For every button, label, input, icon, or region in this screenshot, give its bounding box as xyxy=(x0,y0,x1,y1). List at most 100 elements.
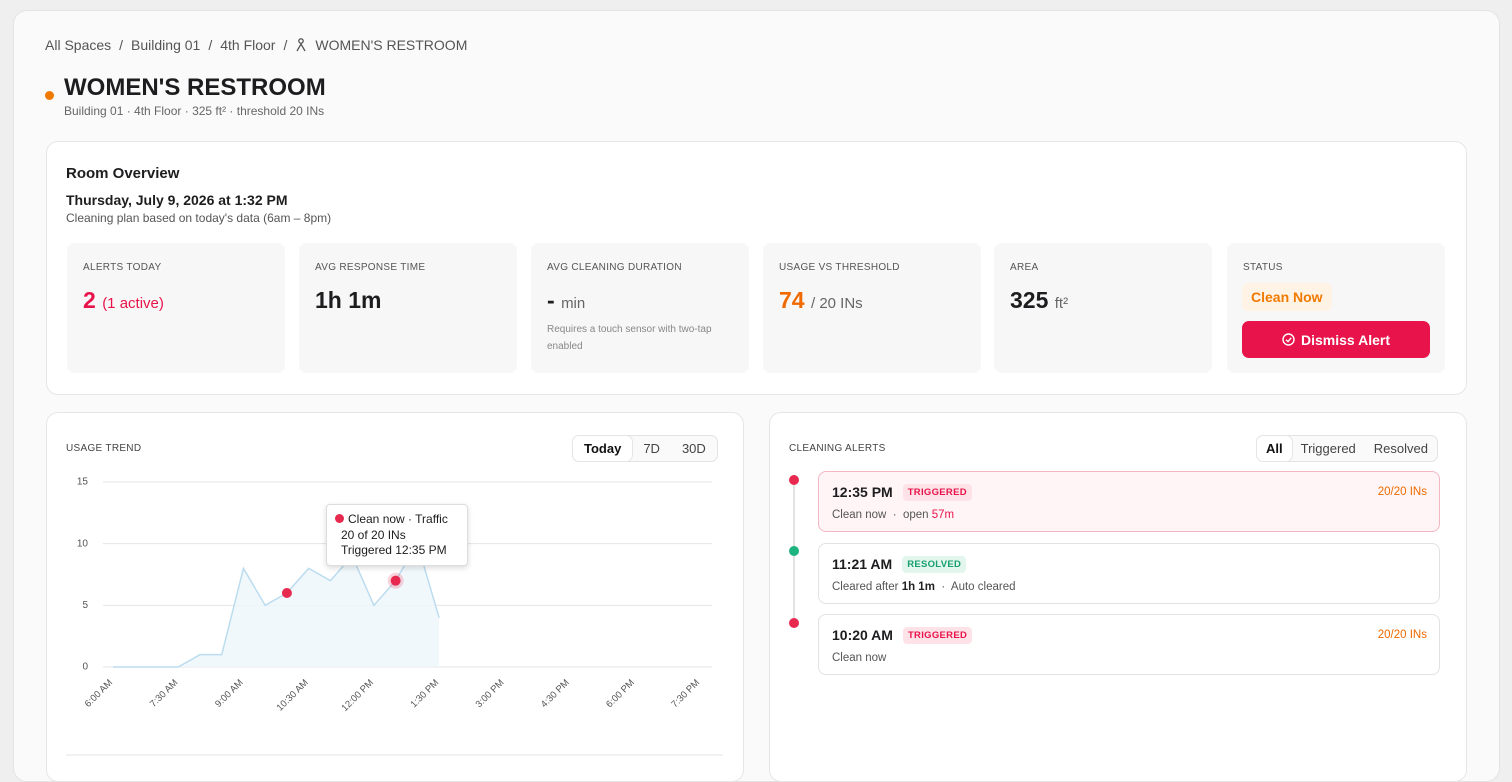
person-icon xyxy=(296,38,306,52)
x-tick-label: 6:00 PM xyxy=(604,677,637,710)
kpi-label: AREA xyxy=(1010,262,1039,273)
y-tick-label: 15 xyxy=(77,477,89,488)
alert-detail: Clean now · open 57m xyxy=(832,509,955,521)
unit: / 20 INs xyxy=(810,295,863,312)
time: 10:20 AM xyxy=(832,627,893,643)
status-dot xyxy=(45,91,54,100)
x-tick-label: 4:30 PM xyxy=(539,677,572,710)
kpi-label: AVG CLEANING DURATION xyxy=(547,262,682,273)
tab[interactable]: Today xyxy=(573,436,633,461)
kpi-card: AVG CLEANING DURATION - min Requires a t… xyxy=(531,243,749,373)
usage-line xyxy=(113,541,440,668)
dismiss-button[interactable]: Dismiss Alert xyxy=(1242,321,1430,358)
value: 2 xyxy=(83,287,96,313)
alert-time: 12:35 PM TRIGGERED xyxy=(832,484,972,501)
kpi-label: USAGE VS THRESHOLD xyxy=(779,262,900,273)
x-tick-label: 3:00 PM xyxy=(474,677,507,710)
tab[interactable]: 7D xyxy=(643,441,660,456)
filter[interactable]: Triggered xyxy=(1300,441,1356,456)
alert-time: 11:21 AM RESOLVED xyxy=(832,556,967,573)
time: 12:35 PM xyxy=(832,484,893,500)
kpi-card: AREA 325 ft² xyxy=(994,243,1212,373)
filter[interactable]: Resolved xyxy=(1373,441,1428,456)
subtitle: Building 01 · 4th Floor · 325 ft² · thre… xyxy=(64,104,325,118)
x-tick-label: 7:30 PM xyxy=(669,677,702,710)
timeline-dot xyxy=(789,475,799,485)
crumb[interactable]: Building 01 xyxy=(131,37,201,53)
alert-item[interactable]: 12:35 PM TRIGGERED Clean now · open 57m 2… xyxy=(818,471,1440,532)
x-tick-label: 9:00 AM xyxy=(213,677,245,709)
kpi-value: - min xyxy=(547,287,585,314)
detail: Auto cleared xyxy=(950,581,1016,593)
time: 11:21 AM xyxy=(832,556,893,572)
kpi-value: 74 / 20 INs xyxy=(779,287,863,314)
tab[interactable]: 30D xyxy=(681,441,706,456)
note: Cleaning plan based on today's data (6am… xyxy=(66,211,332,225)
alert-item[interactable]: 10:20 AM TRIGGERED Clean now 20/20 INs xyxy=(818,614,1440,675)
alert-point xyxy=(281,588,292,598)
usage-chart: 0 5 10 15 6:00 AM 7:30 AM 9:00 AM 10:30 AM 12:00… xyxy=(66,477,723,756)
timeline-dot xyxy=(789,618,799,628)
kpi-label: ALERTS TODAY xyxy=(83,262,162,273)
kpi-card: USAGE VS THRESHOLD 74 / 20 INs xyxy=(763,243,981,373)
kpi-value: 1h 1m xyxy=(315,287,382,313)
alert-count: 20/20 INs xyxy=(1377,486,1427,498)
text: Cleared after xyxy=(832,581,899,593)
tooltip-line: Triggered 12:35 PM xyxy=(341,543,447,557)
x-tick-label: 12:00 PM xyxy=(339,677,376,714)
x-tick-label: 1:30 PM xyxy=(408,677,441,710)
alert-detail: Cleared after 1h 1m · Auto cleared xyxy=(832,581,1016,593)
check-icon xyxy=(1282,333,1295,346)
alert-time: 10:20 AM TRIGGERED xyxy=(832,627,973,644)
timeline-dot xyxy=(789,546,799,556)
crumb[interactable]: All Spaces xyxy=(45,37,112,53)
detail: open xyxy=(902,509,929,521)
x-tick-label: 10:30 AM xyxy=(275,677,311,713)
usage-area xyxy=(113,543,440,667)
range-tabs: Today 7D 30D xyxy=(572,435,718,462)
status-badge: TRIGGERED xyxy=(902,484,972,501)
text: Clean now xyxy=(832,509,887,521)
kpi-note: Requires a touch sensor with two-tap ena… xyxy=(547,324,712,352)
tooltip: Clean now · Traffic 20 of 20 INs Trigger… xyxy=(326,504,468,566)
tooltip-line: 20 of 20 INs xyxy=(341,527,406,542)
x-tick-label: 6:00 AM xyxy=(83,677,115,709)
kpi-label: STATUS xyxy=(1243,262,1283,273)
tooltip-line: Clean now · Traffic xyxy=(335,512,467,528)
alert-filters: All Triggered Resolved xyxy=(1256,435,1438,462)
status-badge: TRIGGERED xyxy=(902,627,973,644)
filter[interactable]: All xyxy=(1257,436,1292,461)
detail-value: 57m xyxy=(931,509,955,521)
date: Thursday, July 9, 2026 at 1:32 PM xyxy=(66,192,288,208)
alert-count: 20/20 INs xyxy=(1377,629,1427,641)
tooltip-text: Clean now · Traffic xyxy=(348,512,448,526)
value: - xyxy=(547,287,555,313)
kpi-card: AVG RESPONSE TIME 1h 1m xyxy=(299,243,517,373)
value: 325 xyxy=(1010,287,1049,313)
alert-point xyxy=(390,575,401,586)
page-title: WOMEN'S RESTROOM xyxy=(64,74,326,101)
kpi-card: STATUS Clean Now Dismiss Alert xyxy=(1227,243,1445,373)
text: Clean now xyxy=(832,652,887,664)
y-tick-label: 10 xyxy=(77,538,89,549)
kpi-value: 325 ft² xyxy=(1010,287,1068,314)
tooltip-dot xyxy=(335,514,344,523)
kpi-card: ALERTS TODAY 2 (1 active) xyxy=(67,243,285,373)
crumb: WOMEN'S RESTROOM xyxy=(315,37,468,53)
unit: min xyxy=(561,295,586,312)
unit: ft² xyxy=(1054,295,1069,312)
crumb[interactable]: 4th Floor xyxy=(220,37,276,53)
section-title: USAGE TREND xyxy=(66,443,142,454)
status-pill: Clean Now xyxy=(1242,283,1332,311)
x-tick-label: 7:30 AM xyxy=(148,677,180,709)
section-title: Room Overview xyxy=(66,165,180,182)
extra: (1 active) xyxy=(102,295,164,312)
detail-value: 1h 1m xyxy=(901,581,935,593)
kpi-value: 2 (1 active) xyxy=(83,287,164,314)
alert-item[interactable]: 11:21 AM RESOLVED Cleared after 1h 1m · A… xyxy=(818,543,1440,604)
status-badge: RESOLVED xyxy=(902,556,967,573)
alert-detail: Clean now xyxy=(832,652,886,664)
value: 74 xyxy=(779,287,805,313)
kpi-label: AVG RESPONSE TIME xyxy=(315,262,426,273)
